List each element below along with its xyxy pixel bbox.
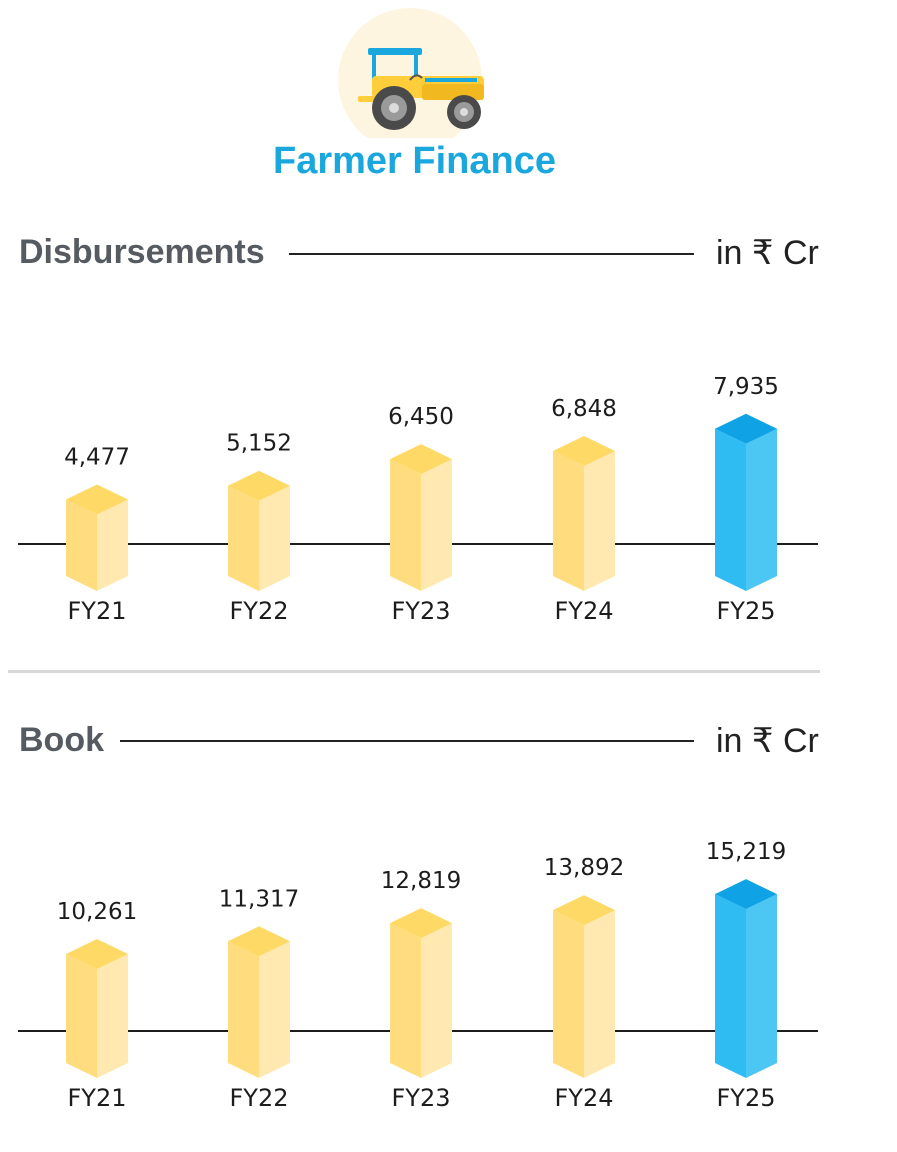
book-title: Book: [19, 721, 104, 759]
page-title: Farmer Finance: [273, 140, 556, 182]
disbursements-bar-fy23: [390, 444, 452, 591]
disbursements-value-label: 6,450: [388, 404, 454, 430]
disbursements-title-rule: [289, 253, 694, 255]
book-bar-fy25: [715, 879, 777, 1078]
disbursements-bar-fy25: [715, 413, 777, 591]
disbursements-bar-fy24: [553, 436, 615, 591]
disbursements-category-label: FY22: [229, 597, 288, 625]
disbursements-title: Disbursements: [19, 233, 265, 271]
book-bar-fy23: [390, 908, 452, 1078]
book-value-label: 13,892: [544, 855, 624, 881]
book-category-label: FY23: [391, 1084, 450, 1112]
book-value-label: 12,819: [381, 868, 461, 894]
disbursements-category-label: FY21: [67, 597, 126, 625]
disbursements-category-label: FY24: [554, 597, 613, 625]
book-bar-fy22: [228, 926, 290, 1078]
book-bar-fy24: [553, 895, 615, 1078]
book-bar-fy21: [66, 939, 128, 1078]
book-value-label: 11,317: [219, 886, 299, 912]
disbursements-value-label: 6,848: [551, 396, 617, 422]
disbursements-bar-fy22: [228, 470, 290, 591]
disbursements-category-label: FY25: [716, 597, 775, 625]
book-category-label: FY22: [229, 1084, 288, 1112]
book-category-label: FY21: [67, 1084, 126, 1112]
disbursements-chart: 4,477 FY21 5,152 FY22 6,450 FY23 6,848 FY24 7,93…: [18, 374, 818, 625]
book-unit: in ₹ Cr: [716, 722, 819, 760]
book-chart: 10,261 FY21 11,317 FY22 12,819 FY23 13,892 FY24…: [18, 839, 818, 1112]
disbursements-value-label: 5,152: [226, 431, 292, 457]
book-title-rule: [120, 740, 694, 742]
book-category-label: FY25: [716, 1084, 775, 1112]
book-category-label: FY24: [554, 1084, 613, 1112]
disbursements-value-label: 7,935: [713, 374, 779, 400]
disbursements-value-label: 4,477: [64, 444, 130, 470]
header: Farmer Finance: [0, 0, 897, 200]
section-divider: [8, 670, 820, 673]
disbursements-category-label: FY23: [391, 597, 450, 625]
book-value-label: 10,261: [57, 899, 137, 925]
disbursements-unit: in ₹ Cr: [716, 234, 819, 272]
book-value-label: 15,219: [706, 839, 786, 865]
disbursements-bar-fy21: [66, 484, 128, 591]
tractor-icon: [338, 8, 484, 138]
